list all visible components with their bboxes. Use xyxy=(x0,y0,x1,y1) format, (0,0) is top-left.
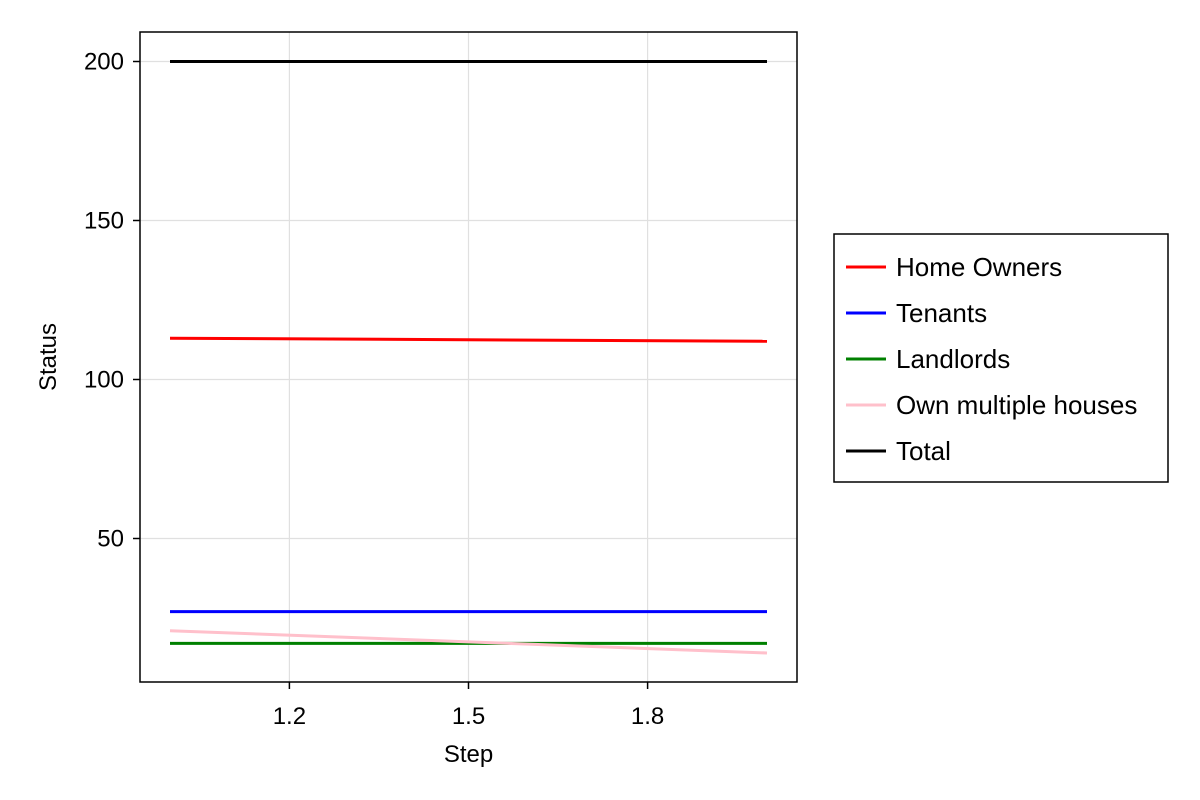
y-axis-label: Status xyxy=(35,323,62,391)
x-tick-label: 1.8 xyxy=(631,703,664,730)
legend-box xyxy=(833,233,1169,483)
legend-label-tenants: Tenants xyxy=(896,298,987,328)
x-axis-label: Step xyxy=(444,741,493,768)
legend-label-home-owners: Home Owners xyxy=(896,252,1062,282)
y-tick-label: 100 xyxy=(84,367,124,394)
legend: Home Owners Tenants Landlords Own multiple … xyxy=(833,233,1169,483)
series-line-home-owners xyxy=(169,336,768,343)
legend-label-total: Total xyxy=(896,436,951,466)
x-tick-label: 1.5 xyxy=(452,703,485,730)
y-tick-label: 200 xyxy=(84,49,124,76)
grid xyxy=(140,32,797,682)
series-line-own-multiple-houses xyxy=(169,629,768,655)
legend-label-landlords: Landlords xyxy=(896,344,1010,374)
legend-label-own-multiple-houses: Own multiple houses xyxy=(896,390,1137,420)
y-tick-label: 150 xyxy=(84,208,124,235)
axis-ticks: 1.2 1.5 1.8 50 100 150 200 xyxy=(84,49,664,731)
series-lines xyxy=(169,60,768,655)
x-tick-label: 1.2 xyxy=(273,703,306,730)
y-tick-label: 50 xyxy=(97,526,124,553)
